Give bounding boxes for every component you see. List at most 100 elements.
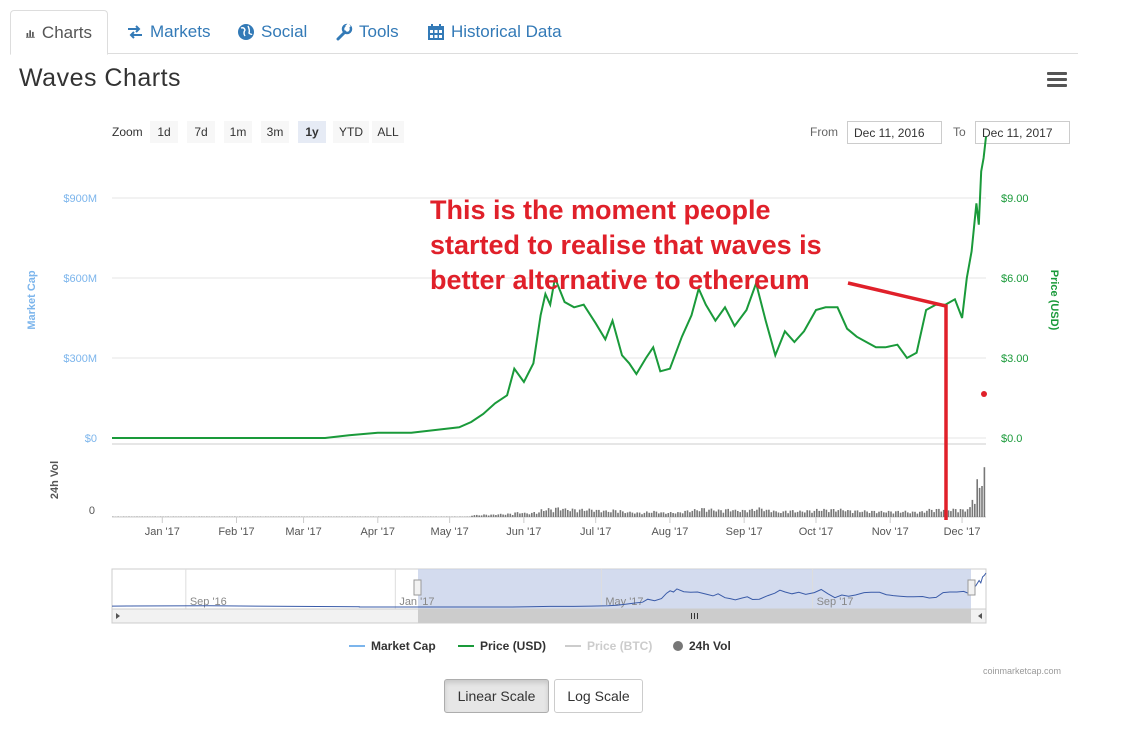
volume-bar bbox=[516, 512, 519, 517]
log-scale-button[interactable]: Log Scale bbox=[554, 679, 643, 713]
zoom-1d-button[interactable]: 1d bbox=[150, 121, 178, 143]
zoom-3m-button[interactable]: 3m bbox=[261, 121, 289, 143]
volume-bar bbox=[543, 511, 545, 517]
zoom-ytd-button[interactable]: YTD bbox=[333, 121, 369, 143]
zoom-all-button[interactable]: ALL bbox=[372, 121, 404, 143]
volume-bar bbox=[557, 507, 559, 517]
volume-bar bbox=[521, 513, 524, 517]
volume-bar bbox=[806, 510, 808, 517]
navigator-left-handle[interactable] bbox=[413, 579, 422, 596]
zoom-1y-button[interactable]: 1y bbox=[298, 121, 326, 143]
volume-bar bbox=[643, 512, 646, 517]
volume-bar bbox=[509, 513, 512, 517]
navigator-right-handle[interactable] bbox=[967, 579, 976, 596]
price-tick-label: $6.00 bbox=[1001, 273, 1029, 285]
tab-tools[interactable]: Tools bbox=[320, 10, 414, 54]
volume-bar bbox=[753, 511, 756, 517]
volume-bar bbox=[691, 510, 694, 517]
annotation-dot bbox=[981, 391, 987, 397]
linear-scale-button[interactable]: Linear Scale bbox=[444, 679, 549, 713]
volume-bar bbox=[839, 508, 842, 517]
volume-bar bbox=[648, 512, 650, 517]
volume-bar bbox=[820, 510, 823, 517]
legend-line-icon bbox=[349, 645, 365, 647]
volume-bar bbox=[897, 510, 899, 517]
volume-bar bbox=[952, 508, 955, 517]
volume-bar bbox=[957, 512, 959, 517]
volume-bars bbox=[112, 467, 986, 517]
volume-bar bbox=[715, 511, 717, 517]
volume-bar bbox=[703, 508, 705, 517]
tab-charts[interactable]: Charts bbox=[10, 10, 108, 55]
tab-historical-data[interactable]: Historical Data bbox=[412, 10, 577, 54]
volume-bar bbox=[926, 510, 928, 517]
volume-bar bbox=[705, 511, 708, 517]
scrollbar-thumb[interactable] bbox=[418, 609, 971, 623]
scroll-right-arrow-icon[interactable] bbox=[978, 613, 982, 619]
tab-label: Social bbox=[261, 22, 308, 41]
chart-menu-icon[interactable] bbox=[1047, 72, 1067, 88]
volume-bar bbox=[940, 511, 943, 517]
volume-bar bbox=[722, 512, 725, 517]
from-date-input[interactable]: Dec 11, 2016 bbox=[847, 121, 942, 144]
volume-bar bbox=[531, 512, 533, 517]
volume-bar bbox=[669, 512, 672, 517]
volume-bar bbox=[598, 509, 600, 517]
volume-bar bbox=[497, 514, 500, 517]
volume-bar bbox=[885, 512, 887, 517]
chart-credit-link[interactable]: coinmarketcap.com bbox=[983, 666, 1062, 676]
volume-bar bbox=[667, 513, 670, 517]
zoom-7d-button[interactable]: 7d bbox=[187, 121, 215, 143]
to-date-input[interactable]: Dec 11, 2017 bbox=[975, 121, 1070, 144]
market-cap-tick-label: $900M bbox=[63, 193, 97, 205]
volume-bar bbox=[816, 508, 818, 517]
volume-bar bbox=[567, 510, 569, 517]
volume-bar bbox=[487, 515, 490, 517]
x-tick-label: Mar '17 bbox=[285, 526, 321, 538]
volume-bar bbox=[930, 509, 933, 517]
volume-bar bbox=[638, 512, 641, 517]
x-tick-label: Jul '17 bbox=[580, 526, 611, 538]
volume-bar bbox=[964, 511, 966, 517]
volume-bar bbox=[622, 511, 624, 517]
legend-market-cap[interactable]: Market Cap bbox=[349, 639, 436, 653]
volume-bar bbox=[751, 508, 753, 517]
calendar-icon bbox=[428, 24, 444, 40]
volume-bar bbox=[713, 510, 715, 517]
navigator-series bbox=[111, 572, 987, 608]
volume-bar bbox=[526, 513, 528, 517]
volume-bar bbox=[823, 508, 825, 517]
x-tick-label: Nov '17 bbox=[872, 526, 909, 538]
volume-bar bbox=[916, 513, 919, 517]
volume-bar bbox=[483, 514, 485, 517]
legend-price-usd[interactable]: Price (USD) bbox=[458, 639, 546, 653]
x-tick-label: Sep '17 bbox=[726, 526, 763, 538]
volume-bar bbox=[866, 511, 868, 517]
volume-bar bbox=[720, 510, 722, 517]
volume-bar bbox=[581, 508, 583, 517]
volume-bar bbox=[658, 513, 660, 517]
scroll-left-arrow-icon[interactable] bbox=[116, 613, 120, 619]
legend-24h-vol[interactable]: 24h Vol bbox=[673, 639, 731, 653]
annotation-text: This is the moment people started to rea… bbox=[430, 193, 890, 298]
volume-bar bbox=[636, 512, 638, 517]
volume-bar bbox=[902, 511, 904, 517]
scrollbar-track[interactable] bbox=[111, 608, 987, 624]
volume-bar bbox=[947, 510, 950, 517]
zoom-1m-button[interactable]: 1m bbox=[224, 121, 252, 143]
price-tick-label: $9.00 bbox=[1001, 193, 1029, 205]
volume-bar bbox=[602, 510, 605, 517]
tab-markets[interactable]: Markets bbox=[111, 10, 225, 54]
legend-line-icon bbox=[458, 645, 474, 647]
volume-bar bbox=[547, 508, 550, 517]
legend-price-btc[interactable]: Price (BTC) bbox=[565, 639, 652, 653]
tab-social[interactable]: Social bbox=[222, 10, 322, 54]
volume-bar bbox=[923, 512, 926, 517]
date-axis: Jan '17 Feb '17 Mar '17 Apr '17 May '17 Jun '… bbox=[145, 517, 981, 538]
x-tick-label: Jan '17 bbox=[145, 526, 180, 538]
volume-bar bbox=[514, 512, 516, 517]
price-axis: $0.0 $3.00 $6.00 $9.00 bbox=[1001, 193, 1029, 445]
volume-bar bbox=[744, 510, 746, 517]
volume-bar bbox=[842, 510, 844, 517]
